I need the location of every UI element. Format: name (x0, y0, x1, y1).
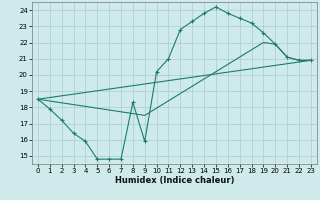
X-axis label: Humidex (Indice chaleur): Humidex (Indice chaleur) (115, 176, 234, 185)
